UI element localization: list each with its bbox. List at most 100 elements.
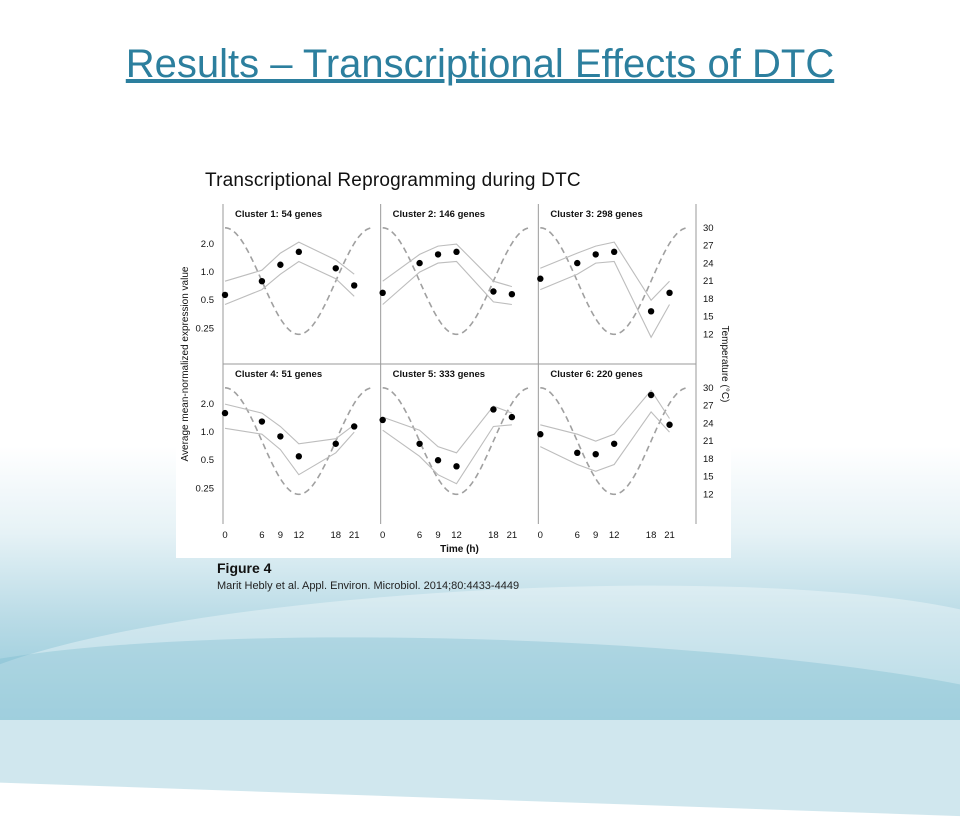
y-tick-label: 0.5 (201, 455, 214, 466)
y2-tick-label: 15 (703, 472, 714, 483)
confidence-band-lower (382, 424, 512, 485)
y-tick-label: 0.25 (196, 323, 215, 334)
data-point (490, 406, 497, 413)
confidence-band-lower (540, 260, 670, 339)
x-tick-label: 12 (451, 530, 462, 541)
confidence-band-upper (224, 403, 355, 445)
data-point (277, 261, 284, 268)
data-point (416, 440, 423, 447)
data-point (351, 423, 358, 430)
data-point (453, 248, 460, 256)
data-point (434, 457, 442, 464)
x-tick-label: 9 (278, 530, 283, 541)
y2-tick-label: 18 (703, 294, 714, 305)
data-point (610, 440, 618, 447)
x-tick-label: 0 (222, 530, 227, 541)
confidence-band-upper (382, 243, 513, 288)
data-point (258, 418, 266, 425)
data-point (351, 282, 358, 289)
y-tick-label: 0.25 (196, 483, 215, 494)
confidence-band-upper (224, 241, 355, 282)
y2-axis-label: Temperature (°C) (719, 326, 730, 403)
data-point (666, 421, 673, 428)
x-tick-label: 21 (349, 530, 360, 541)
panel-title: Cluster 1: 54 genes (235, 209, 322, 220)
y-tick-label: 0.5 (201, 295, 214, 306)
data-point (574, 449, 581, 457)
data-point (277, 433, 284, 440)
data-point (574, 259, 581, 267)
temperature-curve (540, 227, 689, 336)
chart-svg: Cluster 1: 54 genes Cluster 2: 146 genes C… (180, 204, 730, 555)
data-point (295, 248, 303, 256)
x-tick-label: 18 (646, 530, 657, 541)
data-point (592, 450, 599, 458)
confidence-band-upper (540, 241, 670, 302)
data-point (379, 416, 386, 424)
y-tick-label: 2.0 (201, 239, 214, 250)
data-point (508, 290, 516, 298)
y-tick-label: 1.0 (201, 267, 214, 278)
y-tick-label: 1.0 (201, 427, 214, 438)
figure-heading: Transcriptional Reprogramming during DTC (205, 170, 581, 191)
data-point (666, 289, 673, 297)
x-tick-label: 0 (380, 530, 385, 541)
panel-title: Cluster 6: 220 genes (550, 369, 642, 380)
temperature-curve (224, 387, 373, 496)
panel-title: Cluster 3: 298 genes (550, 209, 642, 220)
y2-tick-label: 15 (703, 312, 714, 323)
x-tick-label: 0 (538, 530, 543, 541)
panel-title: Cluster 5: 333 genes (393, 369, 485, 380)
confidence-band-upper (382, 405, 513, 454)
y2-tick-label: 12 (703, 329, 714, 340)
confidence-band-lower (224, 260, 355, 306)
figure-caption-reference: Marit Hebly et al. Appl. Environ. Microb… (217, 580, 520, 592)
data-point (490, 288, 497, 295)
data-point (508, 413, 516, 421)
data-point (221, 409, 229, 417)
data-point (295, 453, 303, 460)
temperature-curve (540, 387, 689, 496)
y2-tick-label: 27 (703, 401, 714, 412)
y2-tick-label: 27 (703, 241, 714, 252)
x-tick-label: 18 (488, 530, 499, 541)
y2-tick-label: 18 (703, 454, 714, 465)
x-tick-label: 6 (575, 530, 580, 541)
x-tick-label: 12 (294, 530, 305, 541)
slide-title: Results – Transcriptional Effects of DTC (125, 42, 835, 86)
x-tick-label: 18 (330, 530, 341, 541)
data-point (221, 291, 229, 299)
x-tick-label: 9 (593, 530, 598, 541)
data-point (453, 463, 460, 470)
data-point (592, 251, 599, 258)
data-point (434, 251, 442, 258)
x-tick-label: 21 (507, 530, 518, 541)
y2-tick-label: 30 (703, 383, 714, 394)
y2-tick-label: 24 (703, 418, 714, 429)
data-point (416, 259, 423, 267)
x-tick-label: 6 (259, 530, 264, 541)
data-point (332, 440, 339, 447)
data-point (258, 277, 266, 285)
data-point (537, 431, 544, 438)
temperature-curve (382, 227, 531, 336)
y2-tick-label: 24 (703, 258, 714, 269)
y2-tick-label: 21 (703, 436, 714, 447)
confidence-band-lower (382, 260, 512, 306)
data-point (332, 265, 339, 272)
y2-tick-label: 21 (703, 276, 714, 287)
confidence-band-lower (224, 427, 355, 476)
y-axis-label: Average mean-normalized expression value (180, 266, 191, 461)
data-point (610, 248, 618, 256)
confidence-band-lower (540, 411, 670, 472)
data-point (537, 275, 544, 282)
panel-title: Cluster 4: 51 genes (235, 369, 322, 380)
temperature-curve (382, 387, 531, 496)
x-tick-label: 12 (609, 530, 620, 541)
x-tick-label: 21 (664, 530, 675, 541)
temperature-curve (224, 227, 373, 336)
x-tick-label: 6 (417, 530, 422, 541)
figure-caption-label: Figure 4 (217, 560, 272, 576)
y2-tick-label: 12 (703, 489, 714, 500)
y-tick-label: 2.0 (201, 399, 214, 410)
